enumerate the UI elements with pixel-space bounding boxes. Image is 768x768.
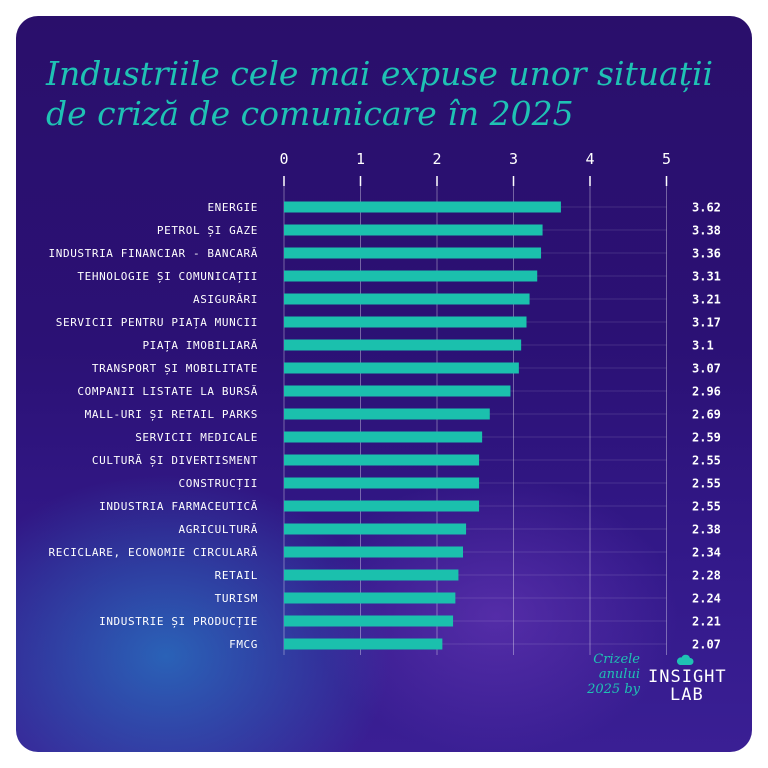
bar [284,408,490,420]
bar [284,569,459,581]
value-label: 3.31 [692,270,721,284]
category-label: FMCG [229,638,258,651]
category-label: TEHNOLOGIE ȘI COMUNICAȚII [77,270,258,283]
value-label: 2.24 [692,592,721,606]
brand-footer: Crizele anului 2025 by INSIGHT LAB [580,652,730,732]
value-label: 2.21 [692,615,721,629]
category-label: ENERGIE [207,201,258,214]
bar [284,431,483,443]
bar [284,293,530,305]
value-label: 2.69 [692,408,721,422]
category-label: MALL-URI ȘI RETAIL PARKS [85,408,258,421]
bar [284,362,519,374]
category-label: TURISM [215,592,258,605]
value-label: 3.21 [692,293,721,307]
category-label: CONSTRUCȚII [179,477,258,490]
category-label: RETAIL [215,569,258,582]
bar [284,385,511,397]
brand-logo-line-2: LAB [670,685,704,705]
bar [284,339,522,351]
value-label: 2.34 [692,546,721,560]
category-label: INDUSTRIE ȘI PRODUCȚIE [99,615,258,628]
page-title: Industriile cele mai expuse unor situați… [46,54,746,134]
value-label: 3.62 [692,201,721,215]
category-label: INDUSTRIA FARMACEUTICĂ [99,500,258,513]
bar [284,270,538,282]
category-label: RECICLARE, ECONOMIE CIRCULARĂ [49,546,258,559]
value-label: 3.1 [692,339,714,353]
tick-label: 3 [509,150,518,168]
value-label: 2.28 [692,569,721,583]
value-label: 2.55 [692,500,721,514]
value-label: 2.38 [692,523,721,537]
tick-label: 5 [662,150,671,168]
category-label: INDUSTRIA FINANCIAR - BANCARĂ [49,247,258,260]
brand-tagline-line-1: Crizele [593,652,640,667]
value-label: 3.07 [692,362,721,376]
cloud-icon [676,654,694,665]
title-line-2: de criză de comunicare în 2025 [46,94,574,133]
bar [284,546,464,558]
tick-label: 2 [432,150,441,168]
value-label: 2.07 [692,638,721,652]
brand-logo: INSIGHT LAB [648,668,727,704]
value-label: 3.38 [692,224,721,238]
category-label: SERVICII MEDICALE [135,431,258,444]
category-label: SERVICII PENTRU PIAȚA MUNCII [56,316,258,329]
brand-tagline-line-2: anului [598,667,640,682]
category-label: CULTURĂ ȘI DIVERTISMENT [92,454,258,467]
tick-label: 1 [356,150,365,168]
tick-label: 4 [585,150,594,168]
brand-tagline: Crizele anului 2025 by [580,652,640,697]
category-label: PETROL ȘI GAZE [157,224,258,237]
value-label: 3.36 [692,247,721,261]
category-label: ASIGURĂRI [193,293,258,306]
bar [284,477,480,489]
title-line-1: Industriile cele mai expuse unor situați… [46,54,714,93]
value-label: 2.59 [692,431,721,445]
category-label: COMPANII LISTATE LA BURSĂ [77,385,258,398]
bar [284,523,467,535]
category-label: TRANSPORT ȘI MOBILITATE [92,362,258,375]
value-label: 3.17 [692,316,721,330]
bar [284,454,480,466]
category-label: PIAȚA IMOBILIARĂ [142,339,258,352]
category-label: AGRICULTURĂ [179,523,258,536]
brand-tagline-line-3: 2025 by [587,682,640,697]
bar [284,592,456,604]
value-label: 2.55 [692,477,721,491]
bar [284,247,542,259]
bar [284,224,543,236]
bar [284,500,480,512]
chart-card: Industriile cele mai expuse unor situați… [16,16,752,752]
brand-logo-line-1: INSIGHT [648,667,727,687]
value-label: 2.55 [692,454,721,468]
bar [284,201,561,213]
bar [284,316,527,328]
value-label: 2.96 [692,385,721,399]
tick-label: 0 [279,150,288,168]
bar [284,638,443,650]
bar [284,615,454,627]
